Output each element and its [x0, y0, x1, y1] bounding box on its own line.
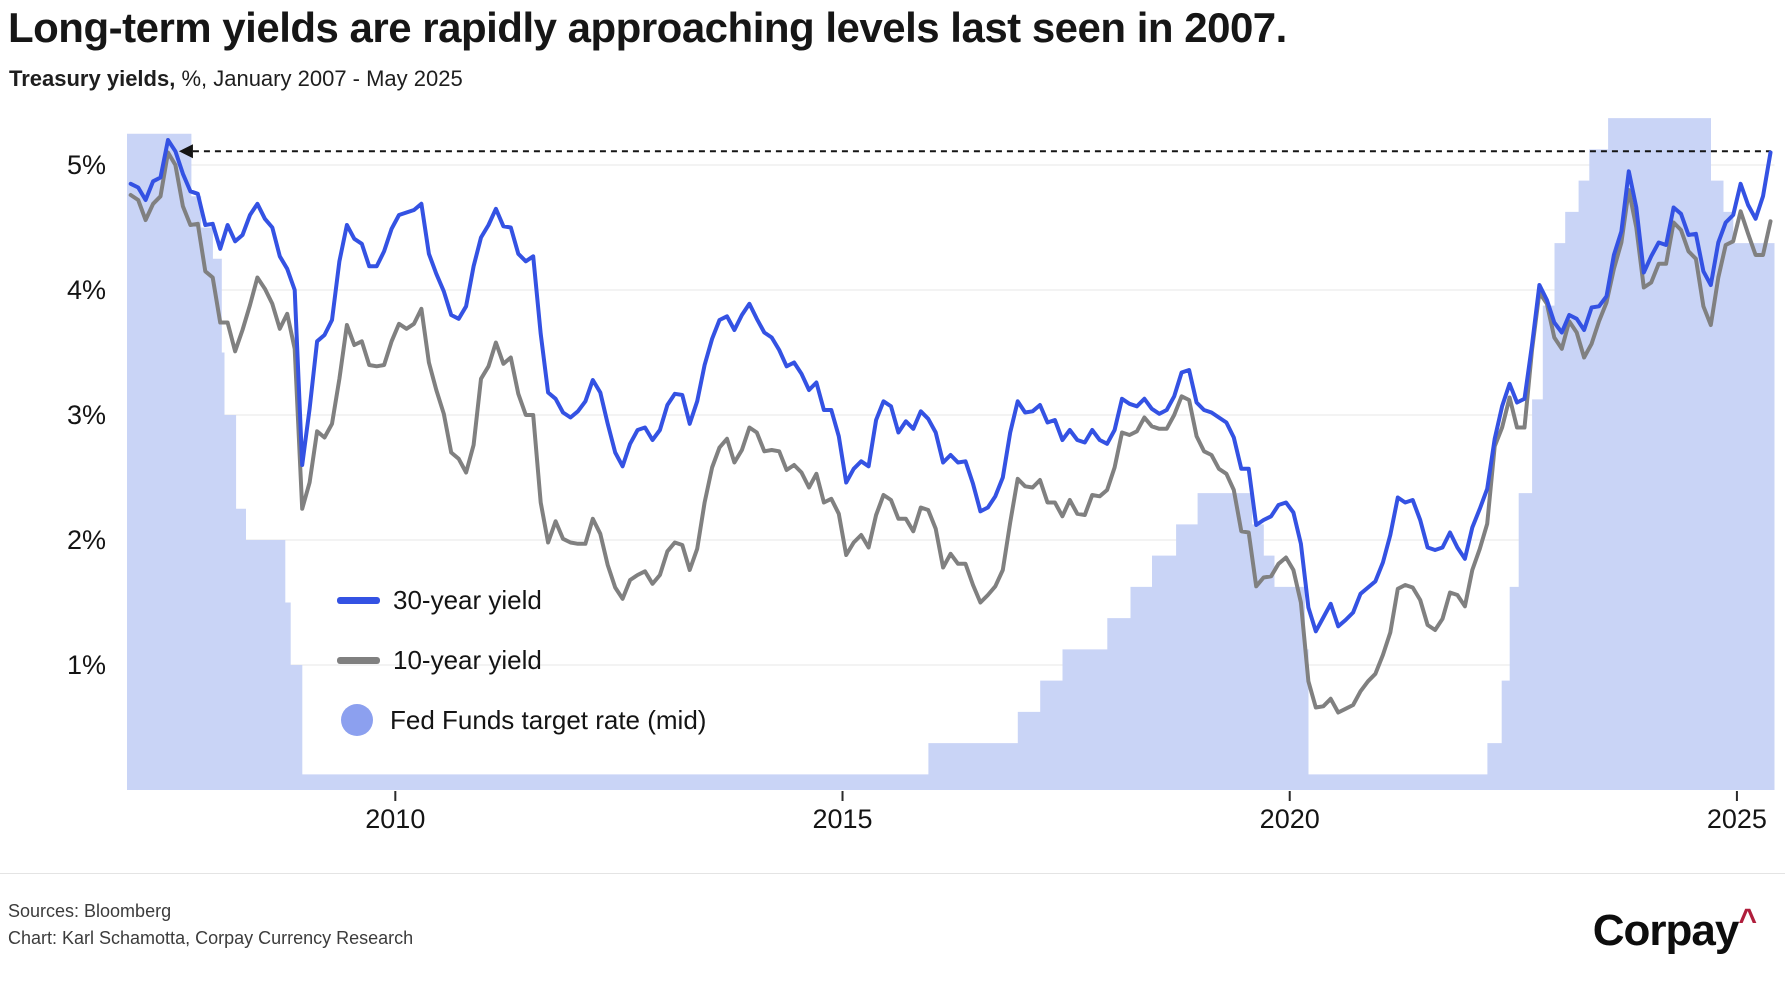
y-axis-label: 1% — [67, 650, 106, 680]
y-axis-label: 4% — [67, 275, 106, 305]
x-axis-label: 2015 — [812, 804, 872, 834]
chart-subtitle-bold: Treasury yields, — [9, 66, 176, 91]
annotation-arrowhead-icon — [178, 144, 193, 159]
credit-line: Chart: Karl Schamotta, Corpay Currency R… — [8, 928, 414, 948]
chart-subtitle: Treasury yields, %, January 2007 - May 2… — [9, 66, 463, 92]
30-year-yield-line — [128, 138, 1773, 634]
chart-legend: 30-year yield 10-year yield Fed Funds ta… — [337, 570, 706, 750]
corpay-logo: Corpay^ — [1593, 902, 1757, 956]
legend-item-30-year: 30-year yield — [337, 570, 706, 630]
x-axis-label: 2025 — [1707, 804, 1767, 834]
corpay-caret-icon: ^ — [1738, 902, 1757, 938]
y-axis-label: 5% — [67, 150, 106, 180]
10-year-yield-line — [128, 150, 1773, 715]
x-axis-label: 2020 — [1260, 804, 1320, 834]
legend-item-10-year: 10-year yield — [337, 630, 706, 690]
legend-line-swatch-10-year — [337, 656, 380, 664]
legend-label: Fed Funds target rate (mid) — [390, 704, 707, 735]
y-axis-label: 2% — [67, 525, 106, 555]
legend-label: 30-year yield — [393, 584, 542, 615]
legend-item-fed-funds: Fed Funds target rate (mid) — [337, 690, 706, 750]
legend-circle-swatch-fed-funds — [341, 704, 373, 736]
legend-label: 10-year yield — [393, 644, 542, 675]
legend-line-swatch-30-year — [337, 596, 380, 604]
corpay-logo-text: Corpay — [1592, 906, 1740, 955]
chart-subtitle-rest: %, January 2007 - May 2025 — [175, 66, 463, 91]
fed-funds-target-area — [127, 118, 1775, 791]
x-axis-label: 2010 — [365, 804, 425, 834]
sources-line: Sources: Bloomberg — [8, 901, 172, 921]
footer-divider — [0, 873, 1785, 874]
footer-sources: Sources: Bloomberg Chart: Karl Schamotta… — [8, 898, 413, 952]
page-title: Long-term yields are rapidly approaching… — [8, 4, 1287, 51]
y-axis-label: 3% — [67, 400, 106, 430]
